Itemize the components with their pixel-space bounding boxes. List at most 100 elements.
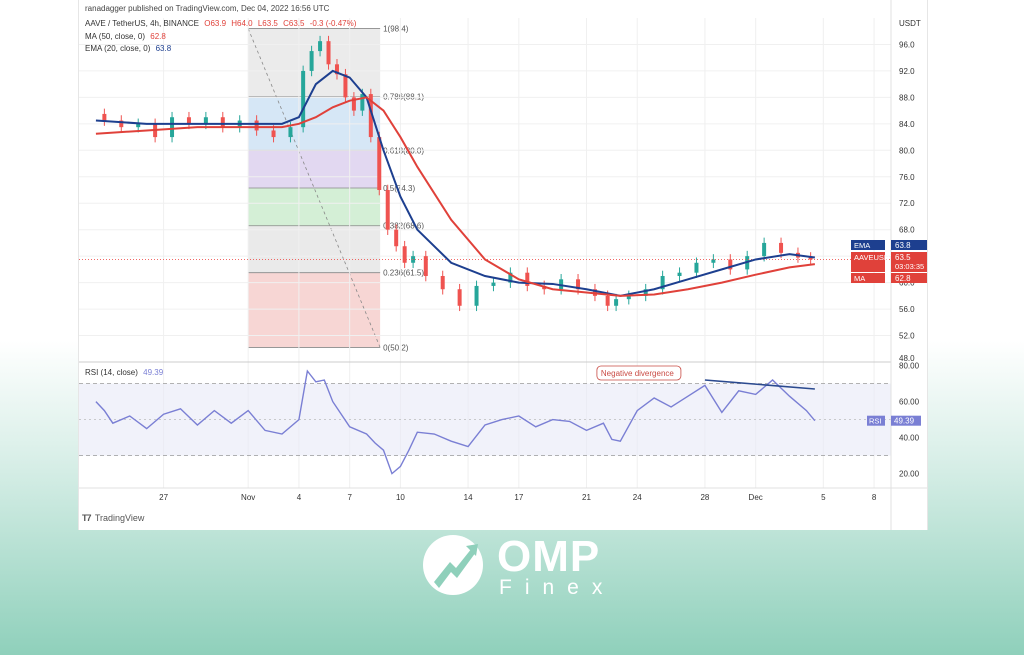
price-tag-value-text: 62.8	[895, 274, 911, 283]
y-tick-label: 92.0	[899, 67, 915, 76]
symbol-legend: AAVE / TetherUS, 4h, BINANCE O63.9 H64.0…	[85, 19, 359, 28]
candle-body	[626, 295, 631, 300]
candle-body	[288, 127, 293, 138]
x-tick-label: 10	[396, 493, 405, 502]
price-tag-name	[851, 252, 885, 272]
rsi-legend[interactable]: RSI (14, close) 49.39	[85, 368, 166, 377]
candle-body	[711, 259, 716, 263]
candle-body	[605, 295, 610, 306]
candle-body	[343, 74, 348, 98]
candle-body	[301, 70, 306, 128]
gridlines	[79, 18, 891, 488]
y-axis-unit: USDT	[899, 19, 921, 28]
rsi-tag-name-text: RSI	[869, 417, 882, 426]
price-tag-timer: 03:03:35	[895, 262, 924, 271]
tradingview-mark-icon: T7	[82, 513, 91, 523]
candle-body	[808, 257, 813, 260]
y-tick-label: 84.0	[899, 120, 915, 129]
x-tick-label: 5	[821, 493, 826, 502]
rsi-tag-value-text: 49.39	[894, 417, 915, 426]
published-note: ranadagger published on TradingView.com,…	[85, 4, 330, 13]
candle-body	[170, 117, 175, 138]
ohlc-high: H64.0	[231, 19, 253, 28]
fib-level-label: 0(50.2)	[383, 343, 409, 352]
fib-band	[248, 272, 381, 348]
candle-body	[360, 94, 365, 111]
fib-level-label: 0.236(61.5)	[383, 269, 424, 278]
rsi-line	[95, 369, 816, 475]
candle-body	[440, 276, 445, 290]
price-tag-name	[851, 273, 885, 283]
ema-label: EMA (20, close, 0)	[85, 44, 151, 53]
candle-body	[203, 117, 208, 124]
fib-band	[248, 188, 381, 226]
candle-body	[271, 130, 276, 138]
price-series	[79, 35, 891, 312]
candle-body	[728, 259, 733, 270]
fibonacci-retracement[interactable]: 1(98.4)0.786(88.1)0.618(80.0)0.5(74.3)0.…	[247, 25, 424, 353]
y-tick-label: 52.0	[899, 332, 915, 341]
price-tag-name-text: EMA	[854, 241, 870, 250]
candle-body	[762, 242, 767, 257]
candle-body	[694, 262, 699, 273]
chart-svg[interactable]: 1(98.4)0.786(88.1)0.618(80.0)0.5(74.3)0.…	[79, 0, 927, 530]
x-tick-label: 24	[633, 493, 642, 502]
rsi-tick-label: 20.00	[899, 470, 920, 479]
x-tick-label: 14	[464, 493, 473, 502]
candle-body	[491, 282, 496, 286]
rsi-value: 49.39	[143, 368, 164, 377]
y-tick-label: 88.0	[899, 93, 915, 102]
price-tag-name-text: MA	[854, 274, 865, 283]
x-tick-label: Dec	[749, 493, 763, 502]
candle-body	[614, 299, 619, 306]
price-tag-value-text: 63.5	[895, 253, 911, 262]
candle-body	[779, 242, 784, 253]
ma-line	[95, 96, 816, 297]
candle-body	[136, 123, 141, 128]
candle-body	[254, 120, 259, 131]
rsi-tag-value	[891, 415, 921, 426]
candle-body	[423, 256, 428, 276]
rsi-tick-label: 60.00	[899, 398, 920, 407]
ma-legend[interactable]: MA (50, close, 0) 62.8	[85, 32, 169, 41]
ema-line	[95, 69, 816, 297]
ohlc-change: -0.3 (-0.47%)	[309, 19, 357, 28]
y-tick-label: 76.0	[899, 173, 915, 182]
y-tick-label: 56.0	[899, 305, 915, 314]
divergence-line	[704, 379, 815, 390]
x-tick-label: Nov	[241, 493, 255, 502]
rsi-label: RSI (14, close)	[85, 368, 138, 377]
price-tag-value	[891, 240, 927, 250]
candle-body	[102, 113, 107, 121]
tradingview-label: TradingView	[94, 513, 145, 523]
annotation-box	[596, 365, 682, 381]
omp-finex-logo: OMP Finex	[420, 532, 610, 602]
candle-body	[351, 97, 356, 111]
x-tick-label: 7	[347, 493, 352, 502]
ema-legend[interactable]: EMA (20, close, 0) 63.8	[85, 44, 174, 53]
symbol-title: AAVE / TetherUS, 4h, BINANCE	[85, 19, 199, 28]
candle-body	[660, 276, 665, 290]
indicator-lines	[95, 69, 816, 297]
x-tick-label: 28	[700, 493, 709, 502]
candle-body	[474, 285, 479, 306]
chart-panel[interactable]: 1(98.4) 0.786(88.1) 0.618(80.0) 0.5(74.3) 0.…	[78, 0, 928, 530]
omp-mark-icon	[423, 535, 483, 595]
x-tick-label: 4	[297, 493, 302, 502]
candle-body	[643, 289, 648, 296]
x-tick-label: 8	[872, 493, 877, 502]
candle-body	[576, 279, 581, 290]
y-tick-label: 68.0	[899, 226, 915, 235]
candle-body	[119, 120, 124, 128]
fib-band	[248, 225, 381, 273]
fib-level-label: 1(98.4)	[383, 25, 409, 34]
fib-band	[248, 150, 381, 189]
candle-body	[411, 256, 416, 263]
rsi-tick-label: 40.00	[899, 434, 920, 443]
ohlc-open: O63.9	[204, 19, 227, 28]
fib-level-label: 0.5(74.3)	[383, 184, 415, 193]
x-tick-label: 27	[159, 493, 168, 502]
price-tag-value-text: 63.8	[895, 241, 911, 250]
ma-label: MA (50, close, 0)	[85, 32, 146, 41]
ema-value: 63.8	[155, 44, 172, 53]
